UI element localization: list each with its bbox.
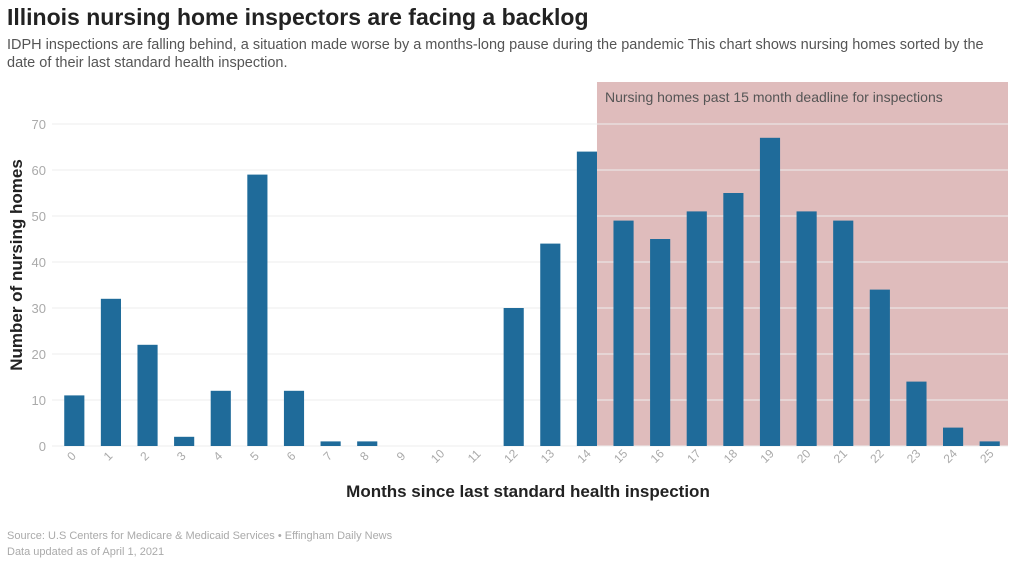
bar — [64, 395, 85, 446]
bar — [540, 243, 561, 446]
x-tick-label: 19 — [757, 446, 777, 466]
x-tick-label: 20 — [794, 446, 814, 466]
bar — [869, 289, 890, 446]
bar — [796, 211, 817, 446]
bar — [137, 344, 158, 446]
bar — [320, 441, 341, 446]
x-tick-label: 15 — [611, 446, 631, 466]
bar — [833, 220, 854, 446]
chart-title: Illinois nursing home inspectors are fac… — [7, 4, 589, 30]
x-tick-label: 14 — [574, 446, 594, 466]
y-tick-label: 30 — [32, 301, 46, 316]
x-tick-label: 17 — [684, 446, 704, 466]
x-tick-label: 11 — [465, 447, 484, 466]
x-tick-label: 24 — [941, 446, 961, 466]
bar — [576, 151, 597, 446]
bar — [906, 381, 927, 446]
bar — [174, 436, 195, 446]
bar — [650, 239, 671, 446]
deadline-annotation: Nursing homes past 15 month deadline for… — [605, 89, 943, 105]
bar — [247, 174, 268, 446]
x-tick-label: 0 — [64, 449, 79, 464]
bar — [357, 441, 378, 446]
bar — [210, 390, 231, 446]
x-tick-label: 2 — [137, 449, 152, 464]
x-tick-label: 8 — [357, 449, 372, 464]
x-tick-label: 25 — [977, 446, 997, 466]
y-tick-label: 50 — [32, 209, 46, 224]
bar — [979, 441, 1000, 446]
x-tick-label: 5 — [247, 449, 262, 464]
bar — [613, 220, 634, 446]
x-axis-title: Months since last standard health inspec… — [346, 482, 710, 501]
x-tick-label: 4 — [211, 449, 226, 464]
y-tick-label: 40 — [32, 255, 46, 270]
bar — [100, 298, 121, 446]
bar — [503, 308, 524, 446]
x-tick-label: 22 — [867, 446, 887, 466]
y-axis-title: Number of nursing homes — [7, 159, 26, 371]
x-tick-label: 16 — [648, 446, 668, 466]
x-tick-label: 7 — [320, 449, 335, 464]
y-tick-label: 0 — [39, 439, 46, 454]
x-tick-label: 1 — [101, 449, 116, 464]
bar — [943, 427, 964, 446]
x-tick-label: 13 — [538, 446, 558, 466]
x-tick-label: 12 — [501, 446, 521, 466]
y-tick-label: 20 — [32, 347, 46, 362]
bar — [759, 137, 781, 447]
source-note: Source: U.S Centers for Medicare & Medic… — [7, 530, 393, 542]
chart-subtitle: IDPH inspections are falling behind, a s… — [7, 37, 984, 71]
x-tick-label: 18 — [721, 446, 741, 466]
x-tick-label: 3 — [174, 449, 189, 464]
y-tick-label: 70 — [32, 117, 46, 132]
update-note: Data updated as of April 1, 2021 — [7, 546, 165, 558]
bar — [686, 211, 707, 446]
x-tick-label: 9 — [394, 449, 409, 464]
x-tick-label: 6 — [284, 449, 299, 464]
y-tick-label: 10 — [32, 393, 46, 408]
x-tick-label: 23 — [904, 446, 924, 466]
x-tick-label: 10 — [428, 446, 448, 466]
bar — [723, 193, 744, 446]
x-tick-label: 21 — [831, 446, 851, 466]
y-tick-label: 60 — [32, 163, 46, 178]
bar — [283, 390, 305, 446]
